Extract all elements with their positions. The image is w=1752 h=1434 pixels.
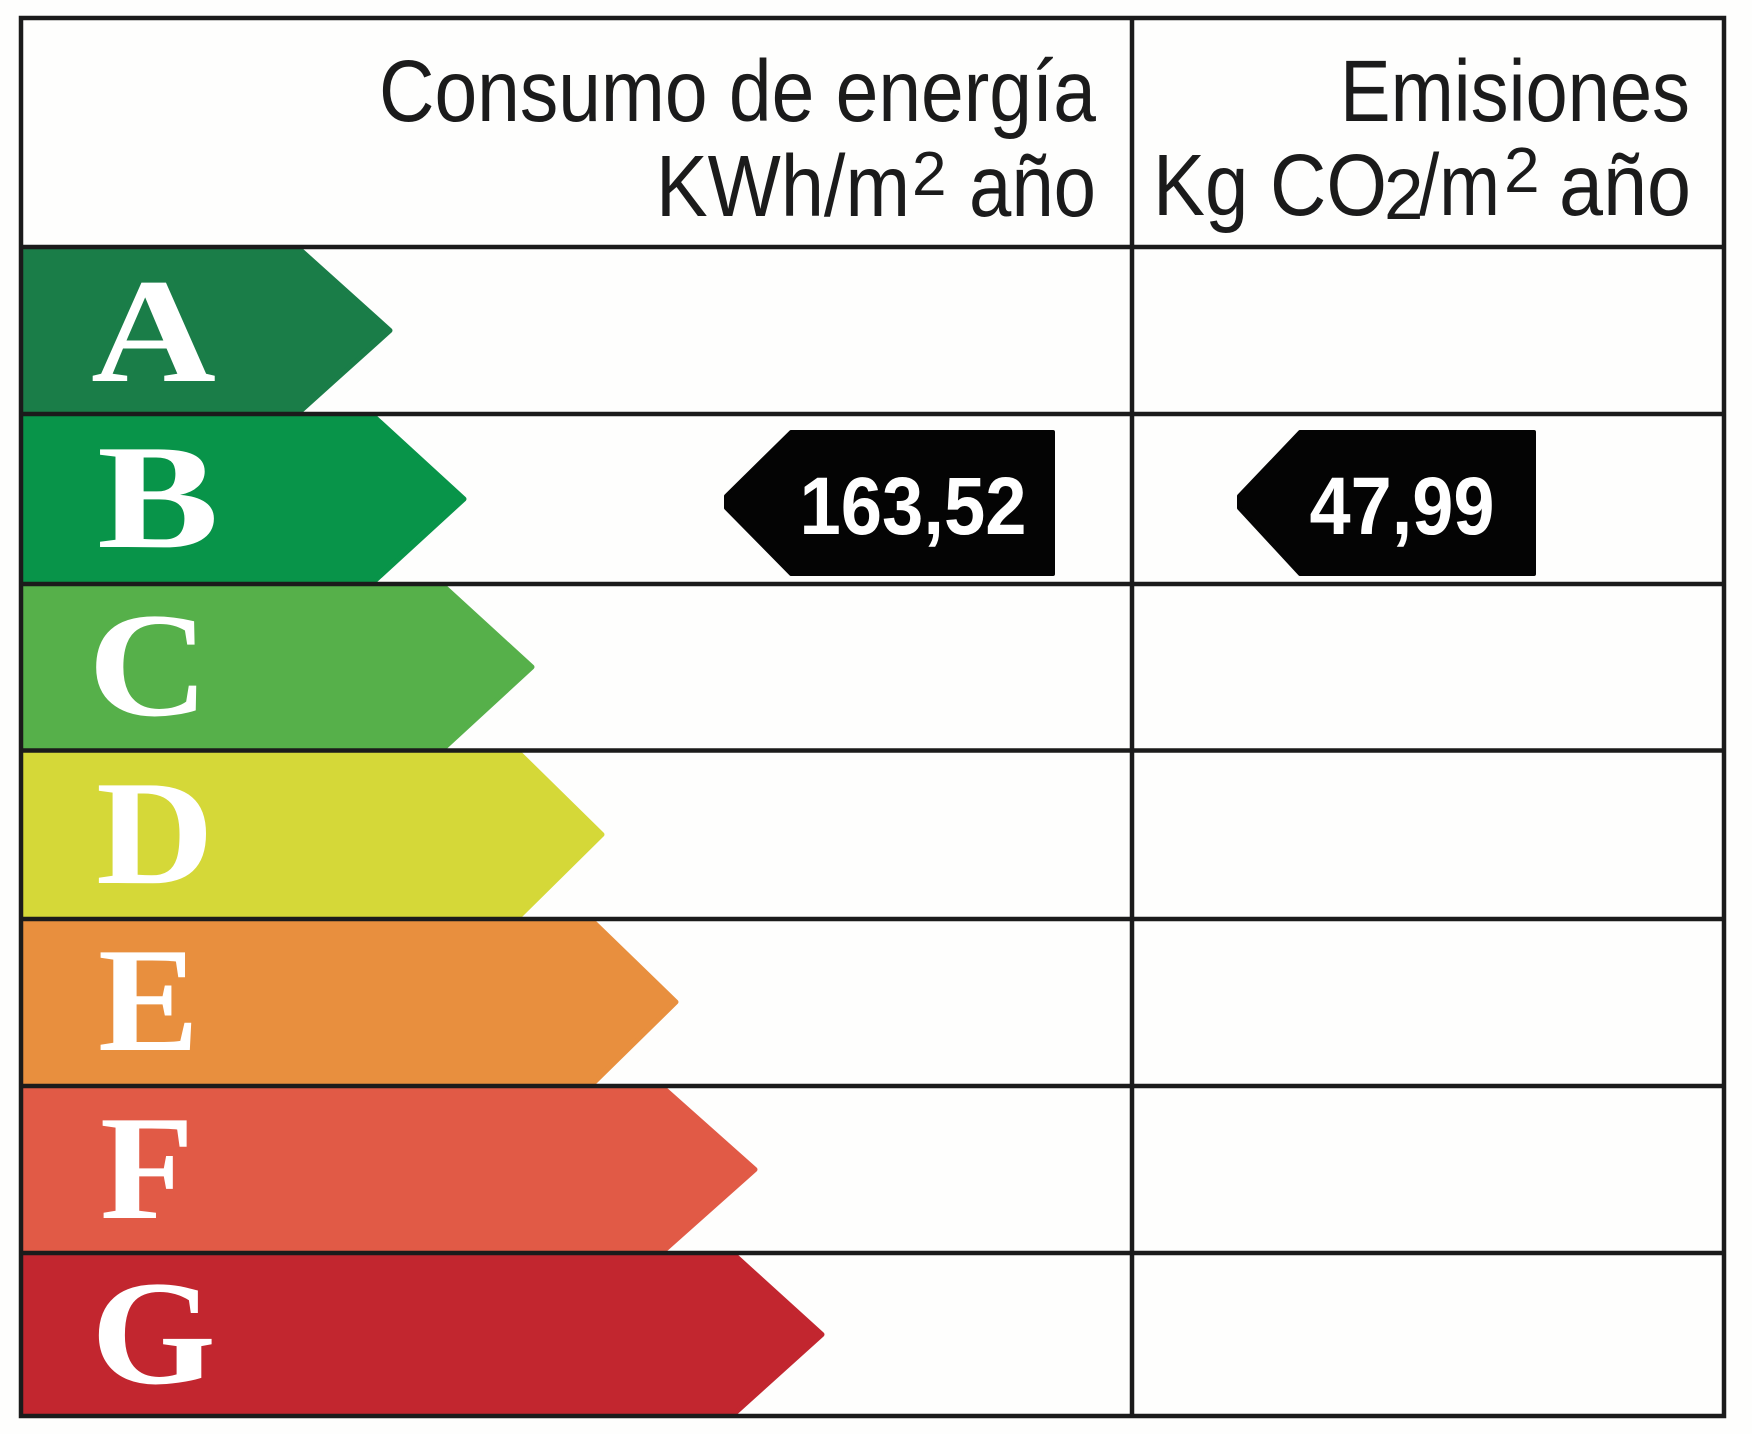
svg-text:Kg CO: Kg CO (1153, 137, 1387, 234)
svg-text:/m: /m (1419, 137, 1500, 234)
svg-text:año: año (1559, 137, 1691, 234)
svg-text:G: G (91, 1251, 216, 1416)
svg-text:B: B (97, 415, 219, 580)
svg-text:Emisiones: Emisiones (1340, 43, 1690, 140)
svg-text:E: E (98, 918, 199, 1083)
svg-text:C: C (88, 583, 209, 748)
svg-text:2: 2 (912, 140, 946, 209)
svg-text:Consumo de energía: Consumo de energía (379, 43, 1097, 140)
svg-text:47,99: 47,99 (1310, 461, 1495, 552)
svg-text:163,52: 163,52 (800, 461, 1027, 552)
svg-text:2: 2 (1384, 156, 1424, 235)
svg-text:A: A (91, 249, 216, 414)
svg-text:año: año (969, 138, 1096, 235)
svg-text:KWh/m: KWh/m (656, 138, 910, 235)
svg-text:D: D (96, 751, 214, 916)
svg-text:2: 2 (1504, 134, 1540, 206)
svg-text:F: F (100, 1086, 194, 1251)
